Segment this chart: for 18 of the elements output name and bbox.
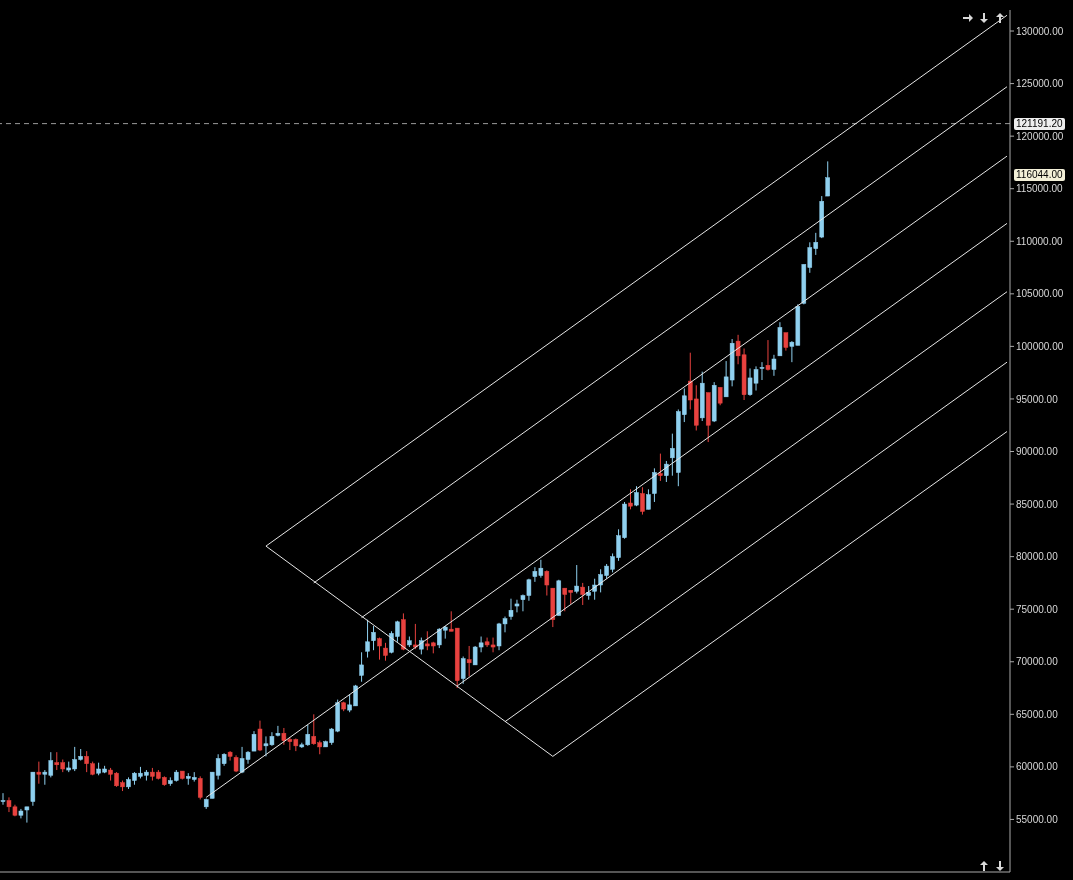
y-tick-label: 55000.00 bbox=[1016, 813, 1059, 825]
y-tick-label: 65000.00 bbox=[1016, 708, 1059, 720]
y-tick-label: 70000.00 bbox=[1016, 656, 1059, 668]
y-tick-label: 75000.00 bbox=[1016, 603, 1059, 615]
y-tick-label: 120000.00 bbox=[1016, 130, 1064, 142]
y-tick-label: 60000.00 bbox=[1016, 761, 1059, 773]
ref-line-label: 121191.20 bbox=[1014, 117, 1065, 130]
text: 116044.00 bbox=[1014, 168, 1065, 181]
y-tick-label: 125000.00 bbox=[1016, 78, 1064, 90]
y-tick-label: 115000.00 bbox=[1016, 183, 1063, 195]
y-tick-label: 95000.00 bbox=[1016, 393, 1059, 405]
y-tick-label: 90000.00 bbox=[1016, 446, 1059, 458]
y-tick-label: 100000.00 bbox=[1016, 340, 1064, 352]
y-tick-label: 110000.00 bbox=[1016, 235, 1063, 247]
y-tick-label: 80000.00 bbox=[1016, 551, 1059, 563]
y-tick-label: 105000.00 bbox=[1016, 288, 1064, 300]
y-tick-label: 85000.00 bbox=[1016, 498, 1059, 510]
y-tick-label: 130000.00 bbox=[1016, 25, 1064, 37]
